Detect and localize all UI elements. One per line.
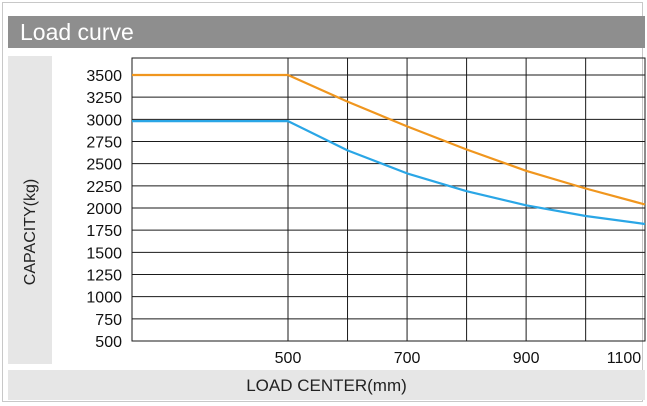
y-tick-label: 3000 <box>86 112 122 129</box>
plot-border <box>131 57 646 342</box>
series-line-1 <box>132 73 646 206</box>
y-tick-label: 2250 <box>86 179 122 196</box>
y-tick-label: 2750 <box>86 135 122 152</box>
grid <box>131 57 646 342</box>
x-axis-label: LOAD CENTER(mm) <box>246 376 407 395</box>
y-tick-label: 750 <box>95 312 122 329</box>
x-tick-label: 500 <box>275 350 302 367</box>
series-layer <box>132 73 646 226</box>
y-tick-label: 1000 <box>86 290 122 307</box>
x-tick-label: 900 <box>513 350 540 367</box>
tick-labels: 500 750 1000 1250 1500 1750 2000 2250 2500 2750 30… <box>86 68 641 367</box>
y-tick-label: 1250 <box>86 268 122 285</box>
series-line-2 <box>132 119 646 226</box>
chart-title: Load curve <box>20 19 134 45</box>
y-tick-label: 2000 <box>86 201 122 218</box>
y-tick-label: 3500 <box>86 68 122 85</box>
x-tick-label: 1100 <box>607 350 642 367</box>
y-axis-label-panel <box>8 56 52 364</box>
x-tick-label: 700 <box>394 350 421 367</box>
x-axis-label-panel: LOAD CENTER(mm) <box>8 370 645 400</box>
y-tick-label: 500 <box>95 334 122 351</box>
chart-header: Load curve <box>8 16 645 48</box>
y-tick-label: 3250 <box>86 90 122 107</box>
y-tick-label: 1750 <box>86 223 122 240</box>
y-tick-label: 2500 <box>86 157 122 174</box>
chart-frame <box>2 2 643 402</box>
y-tick-label: 1500 <box>86 245 122 262</box>
y-axis-label: CAPACITY(kg) <box>22 179 39 285</box>
